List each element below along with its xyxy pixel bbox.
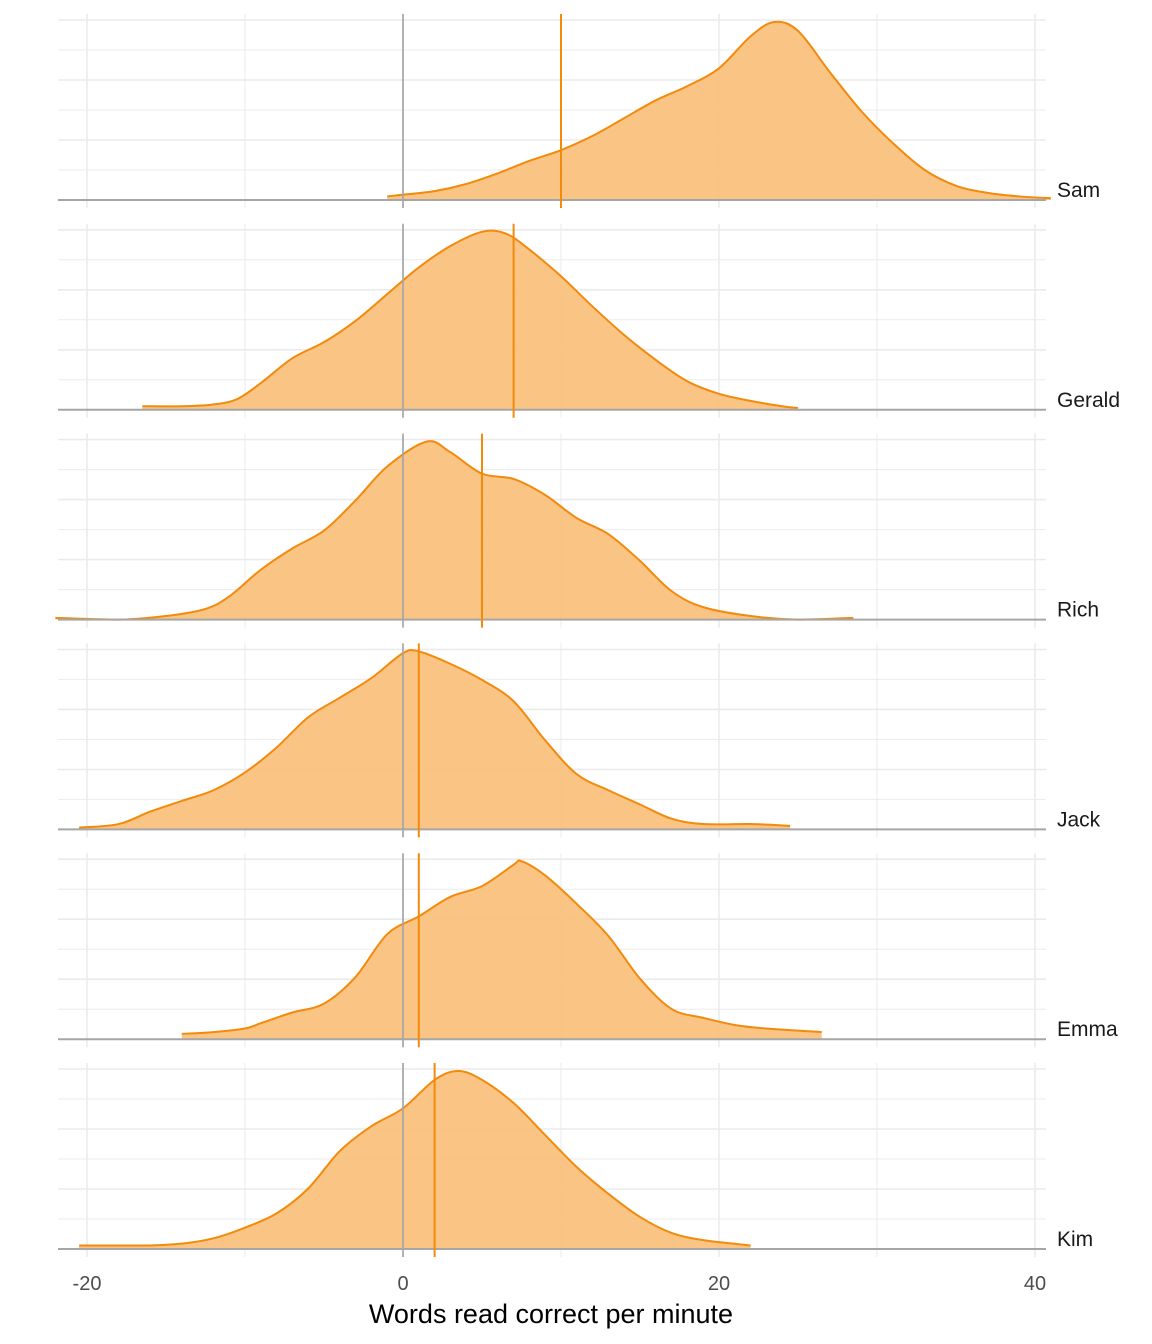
density-area-emma bbox=[181, 860, 822, 1040]
density-area-jack bbox=[79, 649, 791, 830]
strip-label-emma: Emma bbox=[1057, 1018, 1118, 1041]
panel-gerald: Gerald bbox=[58, 223, 1120, 418]
density-curve-rich bbox=[55, 440, 854, 621]
panel-emma: Emma bbox=[58, 853, 1118, 1048]
panel-sam: Sam bbox=[58, 14, 1100, 208]
panel-kim: Kim bbox=[58, 1063, 1093, 1257]
panel-jack: Jack bbox=[58, 643, 1101, 838]
density-area-kim bbox=[79, 1071, 751, 1249]
density-curve-sam bbox=[387, 20, 1051, 200]
x-axis-title: Words read correct per minute bbox=[369, 1299, 733, 1329]
x-axis: -20 0 20 40 bbox=[73, 1273, 1047, 1295]
x-tick-label: 40 bbox=[1024, 1273, 1046, 1295]
strip-label-kim: Kim bbox=[1057, 1228, 1093, 1251]
strip-label-sam: Sam bbox=[1057, 179, 1100, 202]
density-curve-emma bbox=[181, 859, 822, 1035]
x-tick-label: 0 bbox=[397, 1273, 408, 1295]
facet-panels: Sam Gerald Rich Jack Emma Kim bbox=[55, 14, 1120, 1257]
x-tick-label: 20 bbox=[708, 1273, 730, 1295]
x-tick-label: -20 bbox=[73, 1273, 102, 1295]
density-curve-kim bbox=[79, 1069, 751, 1247]
strip-label-jack: Jack bbox=[1057, 808, 1101, 831]
density-area-sam bbox=[387, 21, 1051, 201]
panel-rich: Rich bbox=[55, 433, 1099, 628]
density-area-gerald bbox=[142, 230, 799, 410]
strip-label-rich: Rich bbox=[1057, 599, 1099, 622]
strip-label-gerald: Gerald bbox=[1057, 389, 1120, 412]
density-area-rich bbox=[55, 441, 854, 620]
density-curve-gerald bbox=[142, 229, 799, 410]
